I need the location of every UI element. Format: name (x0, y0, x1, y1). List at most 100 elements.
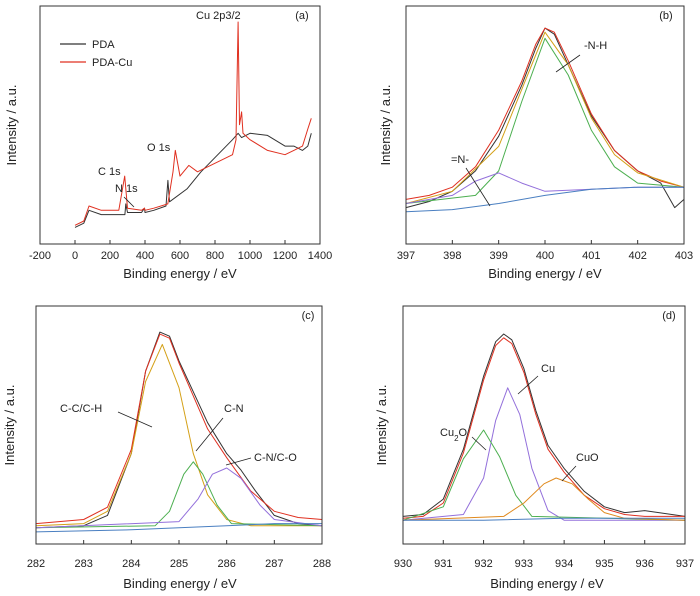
annotation-n1s-arrow (123, 196, 135, 208)
panel-b-ylabel: Intensity / a.u. (378, 85, 393, 166)
annotation-cu2p32: Cu 2p3/2 (196, 10, 241, 22)
panel-d-series-5 (403, 517, 685, 521)
annotation-cn-co: C-N/C-O (254, 452, 297, 464)
panel-d-xtick-label: 931 (434, 558, 452, 570)
annotation-n1s: N 1s (115, 183, 138, 195)
panel-a-xtick-label: 400 (136, 250, 154, 262)
panel-d-xtick-label: 936 (636, 558, 654, 570)
panel-d-xtick-label: 937 (676, 558, 694, 570)
panel-b-frame (405, 5, 685, 245)
panel-b-xtick-label: 400 (536, 250, 554, 262)
panel-a-series-1 (74, 21, 312, 226)
annotation-cu-arrow (517, 375, 539, 395)
panel-b-series-3 (405, 37, 685, 204)
panel-b-series-2 (405, 31, 685, 204)
panel-a-xtick-label: 0 (72, 250, 78, 262)
panel-b-xtick-label: 398 (443, 250, 461, 262)
panel-c-xlabel: Binding energy / eV (123, 576, 237, 591)
panel-d: (d) Binding energy / eV Intensity / a.u.… (374, 305, 686, 591)
panel-c-xtick-label: 283 (74, 558, 92, 570)
panel-b-xtick-label: 397 (397, 250, 415, 262)
panel-d-label: (d) (662, 310, 675, 322)
annotation-cn-arrow (195, 417, 224, 452)
annotation-cu2o-arrow (471, 436, 487, 451)
panel-c-series-1 (35, 333, 323, 525)
annotation-cu2o: Cu2O (440, 427, 468, 443)
panel-c-series-5 (35, 523, 322, 533)
panel-a-xtick-label: 1000 (238, 250, 262, 262)
panel-c-xtick-label: 288 (313, 558, 331, 570)
panel-d-xtick-label: 934 (555, 558, 573, 570)
annotation-cn: C-N (224, 403, 244, 415)
panel-c-xtick-label: 282 (27, 558, 45, 570)
panel-a-xtick-label: -200 (29, 250, 51, 262)
panel-a-xtick-label: 200 (101, 250, 119, 262)
panel-c-series-0 (35, 331, 323, 529)
panel-c-series-3 (35, 461, 323, 529)
panel-b: (b) Binding energy / eV Intensity / a.u.… (378, 5, 685, 281)
annotation-cu: Cu (541, 363, 555, 375)
panel-c-series-4 (35, 467, 323, 529)
panel-c-label: (c) (302, 310, 315, 322)
panel-c-series-2 (35, 343, 322, 527)
panel-c-plot: 282 283 284 285 286 287 288 (27, 331, 331, 570)
panel-b-label: (b) (659, 10, 672, 22)
panel-c-xtick-label: 284 (122, 558, 140, 570)
legend-label-pda: PDA (92, 39, 115, 51)
panel-c-xtick-label: 286 (217, 558, 235, 570)
panel-a-series-0 (74, 132, 312, 228)
panel-d-ylabel: Intensity / a.u. (374, 385, 389, 466)
annotation-nh: -N-H (584, 40, 607, 52)
panel-b-plot: 397 398 399 400 401 402 403 (397, 27, 693, 262)
panel-d-xtick-label: 933 (515, 558, 533, 570)
panel-b-series-1 (405, 27, 685, 200)
panel-c-xtick-label: 287 (265, 558, 283, 570)
panel-d-series-3 (402, 429, 686, 521)
panel-b-xtick-label: 402 (628, 250, 646, 262)
panel-a: (a) Binding energy / eV Intensity / a.u.… (4, 5, 321, 281)
panel-a-label: (a) (295, 10, 308, 22)
panel-d-frame (402, 305, 686, 545)
panel-c: (c) Binding energy / eV Intensity / a.u.… (2, 305, 323, 591)
annotation-imine-arrow (465, 167, 491, 207)
panel-a-xtick-label: 800 (206, 250, 224, 262)
panel-a-xtick-label: 1400 (308, 250, 332, 262)
annotation-cu2o-subscript: 2 (454, 434, 459, 443)
panel-c-ylabel: Intensity / a.u. (2, 385, 17, 466)
annotation-cuo: CuO (576, 452, 599, 464)
panel-b-series-5 (405, 186, 684, 213)
legend-label-pda-cu: PDA-Cu (92, 57, 132, 69)
panel-d-xtick-label: 930 (394, 558, 412, 570)
panel-d-series-1 (402, 337, 685, 519)
panel-d-series-0 (402, 333, 686, 517)
panel-a-xtick-label: 1200 (273, 250, 297, 262)
annotation-cc-ch: C-C/C-H (60, 403, 102, 415)
panel-b-xtick-label: 403 (675, 250, 693, 262)
panel-d-xtick-label: 932 (474, 558, 492, 570)
panel-c-frame (35, 305, 323, 545)
annotation-nh-arrow (555, 54, 581, 73)
panel-a-legend: PDA PDA-Cu (60, 39, 132, 69)
panel-a-ylabel: Intensity / a.u. (4, 85, 19, 166)
annotation-cuo-arrow (561, 465, 577, 482)
panel-a-frame (39, 5, 321, 245)
panel-d-series-2 (402, 387, 685, 521)
panel-d-series-4 (402, 477, 686, 521)
panel-a-plot: -200 0 200 400 600 800 1000 1200 1400 (29, 21, 332, 262)
annotation-c1s: C 1s (98, 166, 121, 178)
annotation-o1s: O 1s (147, 142, 171, 154)
panel-d-xlabel: Binding energy / eV (490, 576, 604, 591)
annotation-cn-co-arrow (225, 457, 252, 466)
panel-a-xlabel: Binding energy / eV (123, 266, 237, 281)
annotation-imine: =N- (451, 154, 469, 166)
panel-b-xtick-label: 401 (582, 250, 600, 262)
panel-d-xtick-label: 935 (595, 558, 613, 570)
panel-b-series-0 (405, 27, 685, 209)
panel-c-xtick-label: 285 (170, 558, 188, 570)
panel-b-xtick-label: 399 (489, 250, 507, 262)
panel-a-xtick-label: 600 (171, 250, 189, 262)
panel-d-plot: 930 931 932 933 934 935 936 937 (394, 333, 694, 570)
annotation-cc-ch-arrow (117, 411, 153, 428)
panel-b-xlabel: Binding energy / eV (488, 266, 602, 281)
